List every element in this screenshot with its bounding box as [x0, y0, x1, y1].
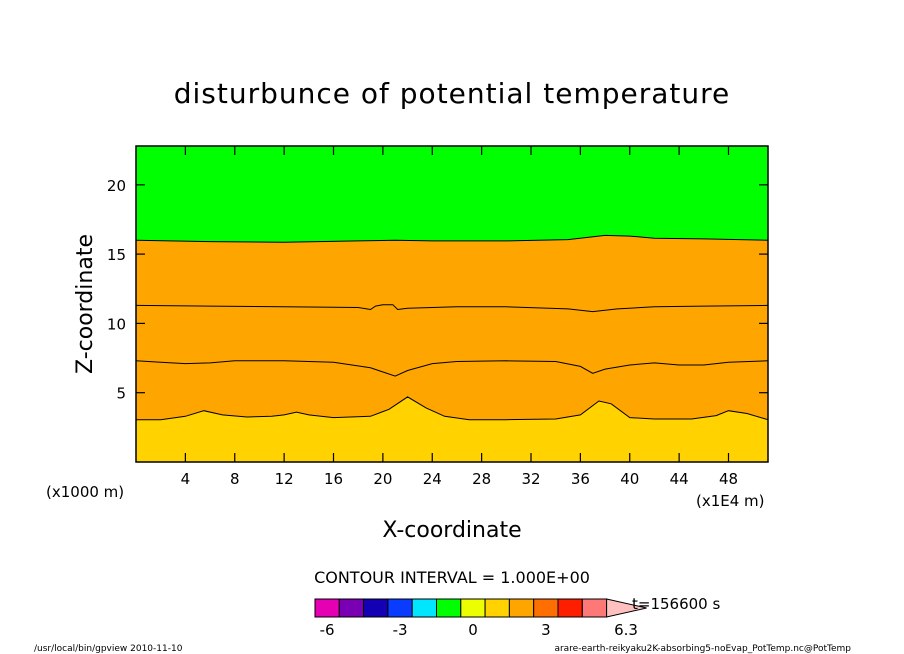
y-tick-label: 20 — [107, 177, 126, 195]
colorbar-swatch — [314, 598, 340, 618]
colorbar-tick-label: -6 — [320, 621, 335, 639]
colorbar-swatch — [484, 598, 510, 618]
x-tick-label: 4 — [181, 470, 191, 488]
contour-line-4 — [136, 396, 769, 421]
colorbar-tick-label: 3 — [541, 621, 551, 639]
x-tick-label: 36 — [571, 470, 590, 488]
colorbar-swatch — [557, 598, 583, 618]
colorbar-swatch — [460, 598, 486, 618]
contour-band-4 — [136, 235, 768, 420]
x-axis-label: X-coordinate — [382, 518, 521, 543]
colorbar-extend-arrow — [606, 598, 647, 618]
contour-interval-text: CONTOUR INTERVAL = 1.000E+00 — [314, 568, 590, 587]
contour-line-2 — [135, 304, 769, 313]
y-tick-label: 10 — [107, 315, 126, 333]
colorbar-swatch — [363, 598, 389, 618]
colorbar-swatch — [508, 598, 535, 618]
y-tick-label: 5 — [116, 385, 126, 403]
colorbar: -6 -3 0 3 6.3 — [314, 598, 647, 639]
x-tick-label: 16 — [324, 470, 343, 488]
x-tick-label: 44 — [670, 470, 689, 488]
chart-title: disturbunce of potential temperature — [174, 77, 731, 110]
x-tick-label: 32 — [521, 470, 540, 488]
colorbar-tick-label: 6.3 — [614, 621, 638, 639]
colorbar-swatch — [581, 598, 608, 618]
y-axis-label: Z-coordinate — [73, 234, 98, 374]
x-tick-label: 12 — [275, 470, 294, 488]
x-tick-label: 28 — [472, 470, 491, 488]
colorbar-swatch — [411, 598, 438, 618]
footer-left: /usr/local/bin/gpview 2010-11-10 — [34, 644, 183, 654]
colorbar-tick-label: -3 — [393, 621, 408, 639]
x-tick-label: 20 — [373, 470, 392, 488]
colorbar-swatch — [533, 598, 559, 618]
colorbar-swatch — [436, 598, 462, 618]
y-tick-label: 15 — [107, 246, 126, 264]
contour-line-3 — [135, 360, 769, 377]
x-tick-label: 40 — [620, 470, 639, 488]
plot-frame — [135, 145, 769, 463]
x-tick-label: 24 — [423, 470, 442, 488]
footer-right: arare-earth-reikyaku2K-absorbing5-noEvap… — [554, 644, 851, 654]
x-unit-right: (x1E4 m) — [696, 492, 765, 510]
x-tick-label: 48 — [719, 470, 738, 488]
colorbar-swatch — [387, 598, 413, 618]
colorbar-tick-label: 0 — [468, 621, 478, 639]
x-unit-left: (x1000 m) — [46, 483, 124, 501]
x-tick-label: 8 — [230, 470, 240, 488]
colorbar-swatch — [338, 598, 365, 618]
time-label: t=156600 s — [632, 595, 720, 613]
contour-line-1 — [135, 234, 769, 243]
